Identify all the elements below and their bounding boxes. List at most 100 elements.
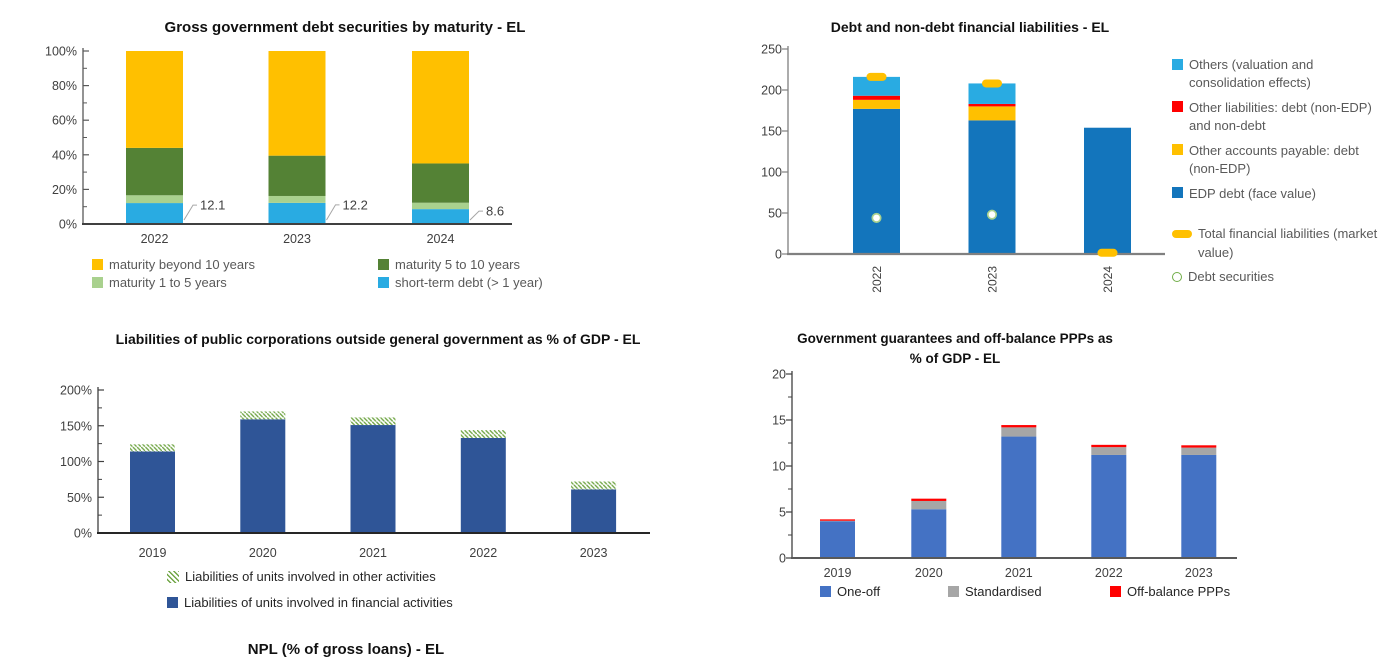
bar-segment (240, 419, 286, 533)
legend-label: Liabilities of units involved in financi… (184, 595, 453, 611)
y-tick-label: 20% (52, 183, 77, 197)
x-tick-label: 2022 (870, 266, 884, 293)
y-tick-label: 200 (761, 84, 782, 98)
bar-segment (1091, 447, 1127, 455)
bar-segment (968, 106, 1016, 121)
legend-square-swatch-icon (167, 596, 178, 608)
bar-segment (853, 95, 900, 100)
chart-title: Debt and non-debt financial liabilities … (830, 19, 1110, 35)
y-tick-label: 0% (74, 527, 92, 541)
y-tick-label: 50 (768, 207, 782, 221)
bar-segment (968, 83, 1016, 104)
legend-item: Total financial liabilities (market valu… (1172, 225, 1385, 262)
x-tick-label: 2019 (139, 546, 167, 560)
x-tick-label: 2023 (1185, 566, 1213, 580)
legend-square-swatch-icon (1172, 58, 1183, 70)
bar-segment (126, 51, 183, 148)
legend-label: Total financial liabilities (market valu… (1198, 226, 1378, 260)
y-tick-label: 5 (779, 506, 786, 520)
legend-label: Liabilities of units involved in other a… (185, 569, 436, 584)
y-tick-label: 0% (59, 218, 77, 232)
y-tick-label: 100% (45, 45, 77, 59)
legend-label: One-off (837, 584, 881, 599)
bar-segment (820, 521, 855, 558)
legend-hatch-swatch-icon (167, 570, 179, 583)
y-tick-label: 100% (60, 455, 92, 469)
legend-circle-swatch-icon (1172, 272, 1182, 283)
legend-item: Others (valuation and consolidation effe… (1172, 56, 1385, 93)
legend-item: Debt securities (1172, 268, 1385, 286)
chart-title: Gross government debt securities by matu… (164, 19, 526, 36)
legend-label: short-term debt (> 1 year) (395, 275, 543, 290)
y-tick-label: 0 (775, 248, 782, 262)
y-tick-label: 15 (772, 414, 786, 428)
x-tick-label: 2019 (824, 566, 852, 580)
bar-segment (268, 202, 326, 224)
legend-item: EDP debt (face value) (1172, 185, 1385, 203)
annotation-leader-line (469, 210, 483, 221)
bar-segment (820, 519, 855, 521)
annotation-label: 12.2 (343, 197, 368, 212)
chart-debt-nondebt-liabilities: Debt and non-debt financial liabilities … (740, 10, 1385, 322)
bar-segment (911, 509, 947, 558)
legend-item: maturity 1 to 5 years (92, 274, 227, 292)
bar-segment (1001, 427, 1037, 437)
bar-segment (853, 108, 900, 254)
bar-segment (412, 163, 469, 203)
x-tick-label: 2022 (141, 232, 169, 246)
bar-segment (968, 120, 1016, 254)
bar-segment (911, 498, 947, 501)
legend-square-swatch-icon (1172, 101, 1183, 113)
bar-segment (1091, 444, 1127, 448)
legend-label: Other accounts payable: debt (non-EDP) (1189, 142, 1359, 177)
legend-label: EDP debt (face value) (1189, 185, 1316, 201)
bar-segment (460, 430, 506, 438)
x-tick-label: 2023 (986, 266, 1000, 293)
chart-title: Liabilities of public corporations outsi… (115, 331, 641, 347)
chart-title: Government guarantees and off-balance PP… (797, 331, 1113, 366)
bar-segment (126, 195, 183, 204)
y-tick-label: 150 (761, 125, 782, 139)
bar-segment (350, 425, 396, 533)
legend-item: Liabilities of units involved in other a… (167, 568, 587, 586)
chart-guarantees-ppps: Government guarantees and off-balance PP… (740, 325, 1385, 663)
bar-segment (126, 147, 183, 196)
bar-segment (130, 444, 175, 452)
legend-square-swatch-icon (1172, 144, 1183, 156)
bar-segment (412, 209, 469, 224)
legend-label: maturity beyond 10 years (109, 257, 255, 272)
bar-segment (1181, 445, 1217, 448)
legend-square-swatch-icon (1110, 585, 1121, 597)
marker-total-financial-liabilities (1097, 248, 1118, 257)
annotation-leader-line (183, 204, 197, 221)
bar-segment (130, 451, 175, 533)
bar-segment (1181, 454, 1217, 558)
x-tick-label: 2024 (1101, 266, 1115, 293)
bar-segment (1001, 425, 1037, 428)
bar-segment (268, 155, 326, 196)
y-tick-label: 40% (52, 148, 77, 162)
bar-segment (268, 195, 326, 203)
bar-segment (853, 76, 900, 96)
legend: Others (valuation and consolidation effe… (1172, 56, 1385, 287)
legend-label: maturity 1 to 5 years (109, 275, 227, 290)
legend-square-swatch-icon (820, 585, 831, 597)
x-tick-label: 2023 (580, 546, 608, 560)
bar-segment (1181, 447, 1217, 455)
plot-area: 0 5 10 15 20 2019 2020 2021 2022 2023 (772, 368, 1237, 580)
y-tick-label: 60% (52, 114, 77, 128)
legend-item: Off-balance PPPs (1110, 583, 1230, 601)
marker-debt-securities (871, 212, 882, 223)
x-tick-label: 2024 (427, 232, 455, 246)
bar-segment (350, 417, 396, 426)
x-tick-label: 2020 (249, 546, 277, 560)
bar-segment (240, 411, 286, 420)
annotation-label: 12.1 (200, 198, 225, 213)
y-tick-label: 10 (772, 460, 786, 474)
legend-label: maturity 5 to 10 years (395, 257, 520, 272)
y-tick-label: 150% (60, 419, 92, 433)
legend-label: Off-balance PPPs (1127, 584, 1231, 599)
legend-square-swatch-icon (378, 258, 389, 270)
legend-label: Others (valuation and consolidation effe… (1189, 57, 1314, 91)
annotation-leader-line (326, 204, 340, 221)
